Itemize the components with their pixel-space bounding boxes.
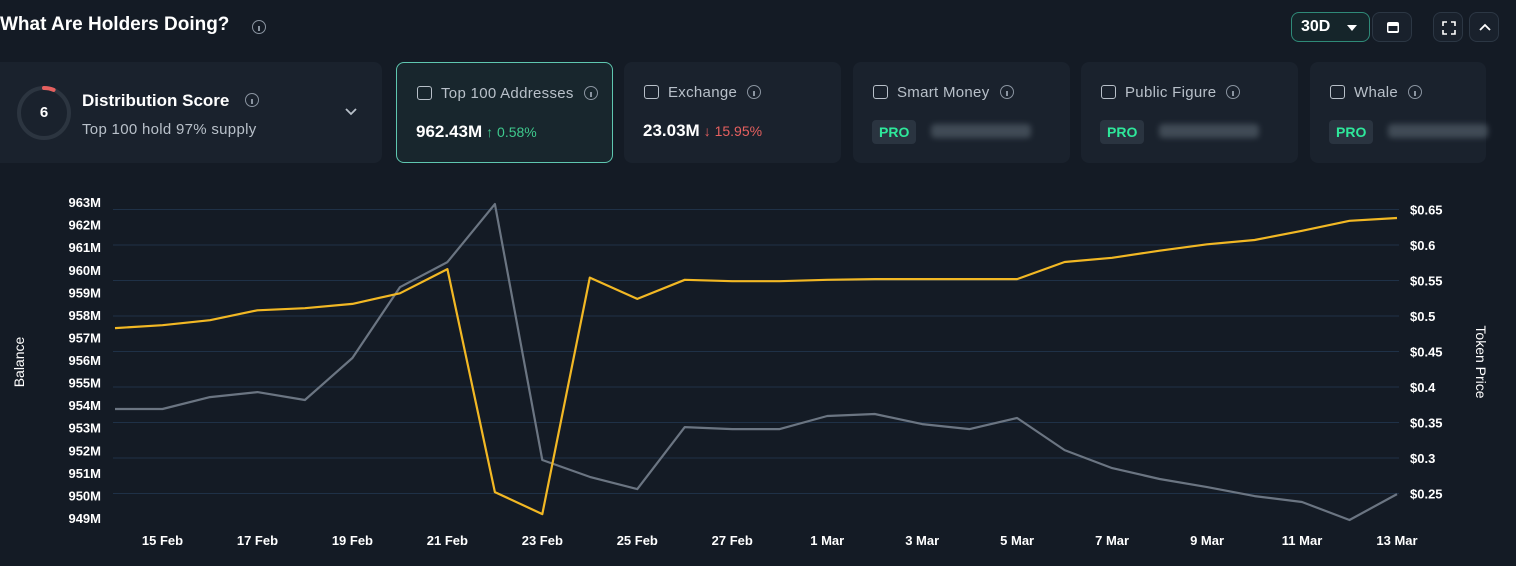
x-tick-label: 17 Feb (237, 533, 278, 548)
x-tick-label: 11 Mar (1282, 533, 1322, 548)
y2-axis-title: Token Price (1473, 325, 1489, 398)
x-tick-label: 25 Feb (617, 533, 658, 548)
y-tick-label: 951M (68, 466, 101, 481)
card-icon (1330, 85, 1345, 99)
series-line (115, 203, 1398, 522)
y2-tick-label: $0.45 (1410, 344, 1443, 359)
x-tick-label: 15 Feb (142, 533, 183, 548)
change: ↑ 0.58% (486, 124, 537, 140)
info-icon[interactable] (1226, 85, 1240, 99)
pro-badge: PRO (1329, 120, 1374, 144)
stat-card[interactable]: Top 100 Addresses 962.43M ↑ 0.58% (396, 62, 613, 163)
x-tick-label: 27 Feb (712, 533, 753, 548)
y-tick-label: 961M (68, 240, 101, 255)
card-label: Public Figure (1125, 84, 1217, 101)
y2-tick-label: $0.5 (1410, 309, 1435, 324)
card-value: 962.43M ↑ 0.58% (416, 122, 537, 142)
y-tick-label: 955M (68, 376, 101, 391)
expand-icon (345, 108, 357, 116)
x-tick-label: 21 Feb (427, 533, 468, 548)
score-ring (17, 85, 71, 140)
y-tick-label: 957M (68, 330, 101, 345)
locked-value (1388, 124, 1488, 138)
y-axis-title: Balance (11, 336, 27, 387)
series-line (114, 216, 1398, 516)
collapse-icon (1479, 23, 1491, 31)
distribution-subtitle: Top 100 hold 97% supply (82, 121, 257, 138)
y-tick-label: 963M (68, 195, 101, 210)
y-tick-label: 950M (68, 488, 101, 503)
x-tick-label: 13 Mar (1376, 533, 1417, 548)
period-dropdown[interactable]: 30D (1291, 12, 1370, 42)
card-icon (417, 86, 432, 100)
y-tick-label: 962M (68, 218, 101, 233)
value: 23.03M (643, 121, 700, 140)
value: 962.43M (416, 122, 483, 141)
fullscreen-button[interactable] (1433, 12, 1463, 42)
y2-tick-label: $0.25 (1410, 486, 1443, 501)
card-value: 23.03M ↓ 15.95% (643, 121, 762, 141)
info-icon[interactable] (252, 20, 266, 34)
y2-tick-label: $0.3 (1410, 451, 1435, 466)
pro-badge: PRO (872, 120, 917, 144)
card-label: Smart Money (897, 84, 990, 101)
y-tick-label: 960M (68, 263, 101, 278)
info-icon[interactable] (245, 93, 259, 107)
y-tick-label: 953M (68, 421, 101, 436)
x-tick-label: 9 Mar (1190, 533, 1224, 548)
y-tick-label: 949M (68, 511, 101, 526)
x-tick-label: 1 Mar (810, 533, 844, 548)
info-icon[interactable] (1000, 85, 1014, 99)
locked-value (1159, 124, 1259, 138)
card-label: Whale (1354, 84, 1399, 101)
stat-card[interactable]: Exchange 23.03M ↓ 15.95% (624, 62, 841, 163)
collapse-button[interactable] (1469, 12, 1499, 42)
y-tick-label: 952M (68, 443, 101, 458)
distribution-card[interactable]: 6 Distribution Score Top 100 hold 97% su… (0, 62, 382, 163)
card-icon (873, 85, 888, 99)
y-tick-label: 958M (68, 308, 101, 323)
info-icon[interactable] (747, 85, 761, 99)
locked-value (931, 124, 1031, 138)
info-icon[interactable] (584, 86, 598, 100)
pro-badge: PRO (1100, 120, 1145, 144)
card-icon (644, 85, 659, 99)
x-tick-label: 23 Feb (522, 533, 563, 548)
stat-card[interactable]: Public Figure PRO (1081, 62, 1298, 163)
x-tick-label: 7 Mar (1095, 533, 1129, 548)
x-tick-label: 5 Mar (1000, 533, 1034, 548)
y2-tick-label: $0.35 (1410, 415, 1443, 430)
change: ↓ 15.95% (703, 123, 763, 139)
stat-card[interactable]: Whale PRO (1310, 62, 1488, 163)
y-tick-label: 959M (68, 285, 101, 300)
y-tick-label: 954M (68, 398, 101, 413)
card-icon (1101, 85, 1116, 99)
calendar-icon (1387, 22, 1399, 33)
x-tick-label: 19 Feb (332, 533, 373, 548)
x-tick-label: 3 Mar (905, 533, 939, 548)
y2-tick-label: $0.6 (1410, 238, 1435, 253)
y2-tick-label: $0.4 (1410, 380, 1436, 395)
y2-tick-label: $0.55 (1410, 273, 1443, 288)
info-icon[interactable] (1408, 85, 1422, 99)
fullscreen-icon (1442, 21, 1456, 35)
distribution-title: Distribution Score (82, 91, 230, 110)
y2-tick-label: $0.65 (1410, 202, 1443, 217)
card-label: Exchange (668, 84, 738, 101)
y-tick-label: 956M (68, 353, 101, 368)
section-title: What Are Holders Doing? (0, 14, 230, 35)
card-label: Top 100 Addresses (441, 85, 574, 102)
score: 6 (39, 104, 49, 121)
calendar-button[interactable] (1372, 12, 1412, 42)
stat-card[interactable]: Smart Money PRO (853, 62, 1070, 163)
